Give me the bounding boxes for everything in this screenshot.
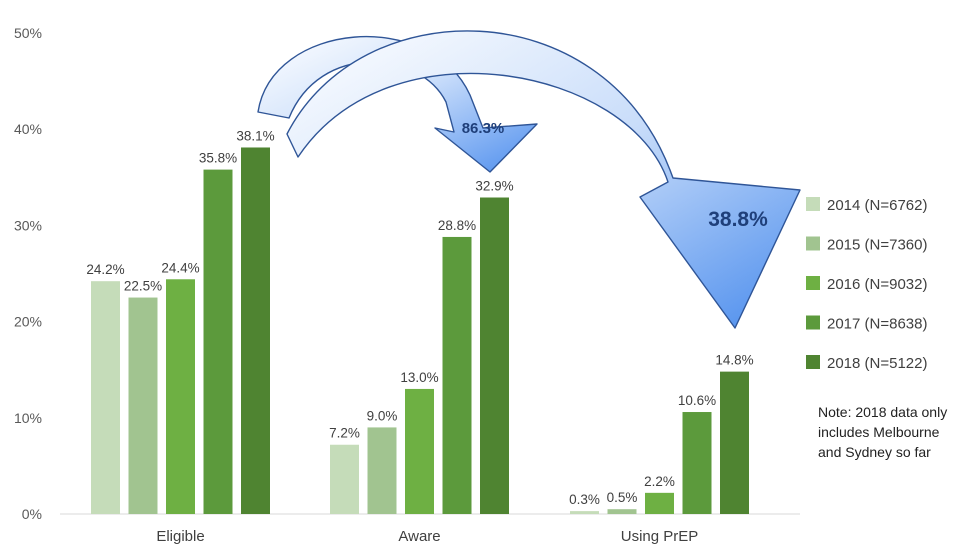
y-tick-label: 0% — [22, 506, 42, 522]
data-label: 7.2% — [329, 426, 360, 441]
bar — [241, 147, 270, 514]
data-label: 24.2% — [86, 262, 124, 277]
bar — [480, 197, 509, 514]
data-label: 0.5% — [607, 490, 638, 505]
arrow-eligible-to-aware: 86.3% — [257, 35, 538, 173]
category-label: Using PrEP — [621, 528, 699, 545]
data-label: 38.1% — [236, 128, 274, 143]
legend-entry: 2018 (N=5122) — [827, 355, 928, 372]
bar — [570, 511, 599, 514]
bar — [405, 388, 434, 514]
legend: 2014 (N=6762) 2015 (N=7360) 2016 (N=9032) 2… — [806, 197, 928, 372]
legend-swatch — [806, 236, 820, 251]
arrow-eligible-prep-shape — [286, 30, 801, 329]
data-label: 10.6% — [678, 393, 716, 408]
data-labels: 24.2%22.5% 24.4% 35.8% 38.1% 7.2% 9.0% 13.0% 28… — [86, 128, 753, 507]
data-label: 9.0% — [367, 408, 398, 423]
legend-swatch — [806, 315, 820, 330]
data-label: 28.8% — [438, 218, 476, 233]
data-label: 22.5% — [124, 279, 162, 294]
y-tick-label: 50% — [14, 25, 42, 41]
legend-entry: 2016 (N=9032) — [827, 276, 928, 293]
legend-swatch — [806, 355, 820, 369]
footnote: Note: 2018 data only includes Melbourne … — [818, 404, 948, 460]
data-label: 2.2% — [644, 474, 675, 489]
data-label: 14.8% — [715, 353, 753, 368]
bar — [367, 427, 397, 514]
data-label: 13.0% — [400, 370, 438, 385]
legend-swatch — [806, 276, 820, 290]
legend-swatch — [806, 197, 820, 211]
bar — [91, 281, 120, 514]
bar — [203, 169, 233, 514]
bar — [645, 492, 674, 514]
arrow-eligible-aware-shape — [257, 35, 538, 173]
data-label: 0.3% — [569, 492, 600, 507]
bar — [720, 371, 749, 514]
y-tick-label: 10% — [14, 410, 42, 426]
annotation-38-8: 38.8% — [708, 208, 768, 231]
legend-entry: 2015 (N=7360) — [827, 237, 928, 254]
category-label: Eligible — [156, 528, 204, 545]
data-label: 32.9% — [475, 179, 513, 194]
bar — [442, 236, 472, 514]
category-label: Aware — [398, 528, 440, 545]
legend-entry: 2017 (N=8638) — [827, 316, 928, 333]
data-label: 35.8% — [199, 151, 237, 166]
bars — [91, 147, 749, 514]
bar — [128, 297, 158, 514]
bar — [682, 412, 712, 514]
y-axis: 0% 10% 20% 30% 40% 50% — [14, 25, 42, 522]
category-labels: Eligible Aware Using PrEP — [156, 528, 698, 545]
data-label: 24.4% — [161, 260, 199, 275]
bar — [330, 444, 359, 514]
y-tick-label: 30% — [14, 217, 42, 233]
legend-entry: 2014 (N=6762) — [827, 197, 928, 214]
annotation-86-3: 86.3% — [462, 120, 505, 137]
y-tick-label: 40% — [14, 121, 42, 137]
arrow-eligible-to-prep: 38.8% — [286, 30, 801, 329]
bar — [166, 279, 195, 514]
y-tick-label: 20% — [14, 314, 42, 330]
bar — [607, 509, 637, 514]
